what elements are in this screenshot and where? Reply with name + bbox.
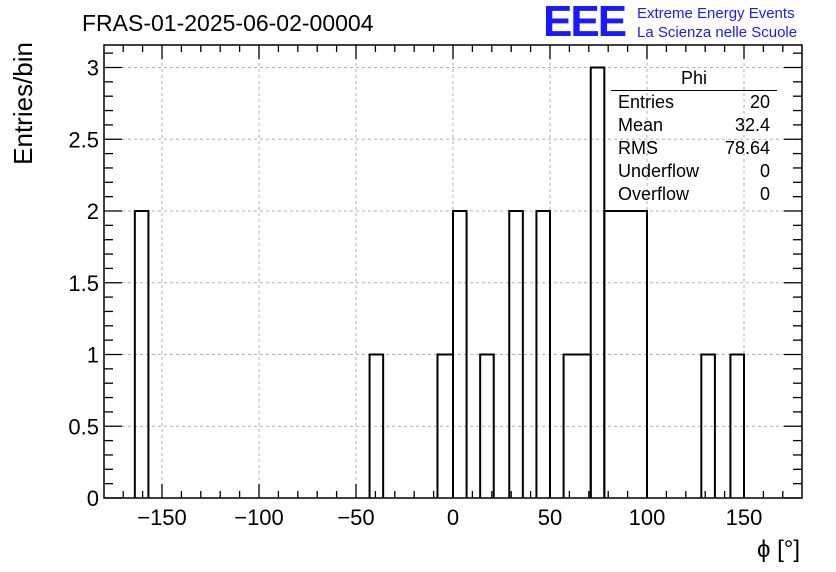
y-tick-label: 1 — [87, 343, 99, 368]
logo-caption: Extreme Energy Events La Scienza nelle S… — [637, 4, 797, 42]
stats-label: Overflow — [618, 184, 690, 204]
stats-value: 78.64 — [724, 138, 770, 158]
x-tick-label: −50 — [337, 505, 374, 530]
histogram-bar — [452, 210, 468, 498]
logo-caption-line1: Extreme Energy Events — [637, 5, 795, 22]
stats-row-underflow: Underflow 0 — [611, 160, 777, 183]
histogram-bar — [133, 210, 150, 498]
x-axis-label: ϕ [°] — [757, 536, 800, 563]
histogram-bar — [508, 210, 524, 498]
x-tick-label: −100 — [234, 505, 284, 530]
x-tick-label: −150 — [137, 505, 187, 530]
histogram-bar — [729, 353, 745, 498]
stats-value: 0 — [759, 161, 770, 181]
histogram-bar — [436, 353, 454, 498]
stats-row-mean: Mean 32.4 — [611, 114, 777, 137]
histogram-bar — [535, 210, 551, 498]
stats-value: 32.4 — [734, 115, 770, 135]
stats-label: Underflow — [618, 161, 700, 181]
axis-ticks — [104, 45, 802, 499]
stats-row-overflow: Overflow 0 — [611, 183, 777, 206]
stats-title: Phi — [611, 67, 777, 91]
y-tick-label: 2 — [87, 199, 99, 224]
x-tick-label: 100 — [629, 505, 666, 530]
chart-title: FRAS-01-2025-06-02-00004 — [82, 10, 374, 36]
y-tick-label: 3 — [87, 56, 99, 81]
stats-value: 0 — [759, 184, 770, 204]
y-tick-label: 2.5 — [68, 127, 99, 152]
logo-caption-line2: La Scienza nelle Scuole — [637, 24, 798, 41]
y-axis-label: Entries/bin — [8, 42, 38, 165]
y-tick-label: 1.5 — [68, 271, 99, 296]
eee-logo: EEE — [543, 0, 627, 46]
stats-label: Entries — [618, 92, 675, 112]
histogram-bar — [368, 353, 385, 498]
x-tick-label: 50 — [538, 505, 562, 530]
x-tick-label: 150 — [726, 505, 763, 530]
stats-label: Mean — [618, 115, 664, 135]
y-tick-label: 0.5 — [68, 414, 99, 439]
histogram-bar — [700, 353, 716, 498]
histogram-bars — [133, 66, 745, 498]
x-tick-label: 0 — [447, 505, 459, 530]
stats-row-rms: RMS 78.64 — [611, 137, 777, 160]
y-tick-label: 0 — [87, 486, 99, 511]
stats-box: Phi Entries 20 Mean 32.4 RMS 78.64 Under… — [611, 67, 777, 206]
histogram-bar — [603, 210, 648, 498]
axis-labels: −150 −100 −50 0 50 100 150 0 0.5 1 1.5 2 2.5 3 — [68, 56, 762, 531]
stats-row-entries: Entries 20 — [611, 91, 777, 114]
stats-value: 20 — [749, 92, 770, 112]
histogram-bar — [479, 353, 495, 498]
stats-label: RMS — [618, 138, 658, 158]
